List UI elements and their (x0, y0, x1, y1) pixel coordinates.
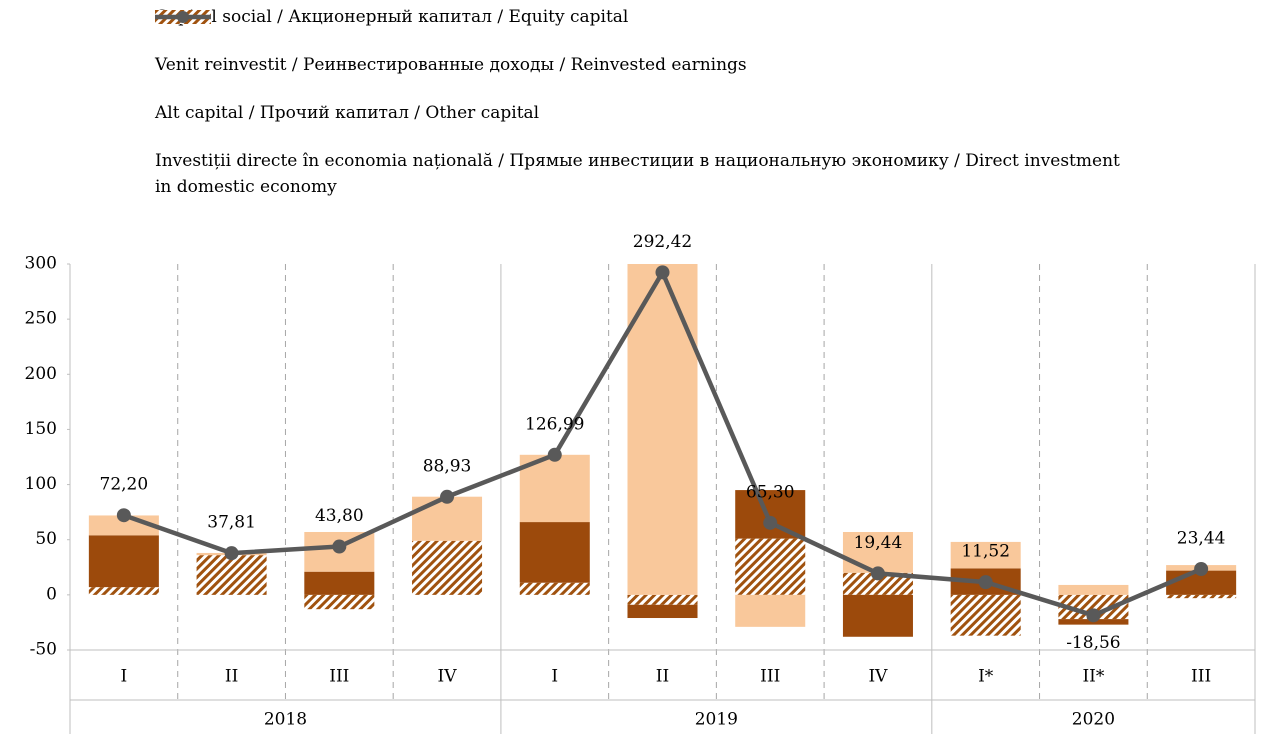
bar-segment (519, 582, 590, 595)
bar-segment (735, 538, 806, 595)
x-tick-label: I (551, 667, 558, 687)
x-tick-label: III (1191, 667, 1211, 687)
x-tick-label: III (760, 667, 780, 687)
bar-segment (735, 594, 806, 627)
group-label: 2018 (264, 710, 307, 730)
x-tick-label: II (225, 667, 238, 687)
bar-segment (950, 594, 1021, 636)
bar-segment (627, 604, 698, 619)
line-point (224, 546, 239, 561)
legend-label: Investiții directe în economia națională… (155, 151, 1120, 197)
bar-segment (304, 571, 375, 595)
data-label: 88,93 (423, 456, 472, 476)
line-point (763, 515, 778, 530)
data-label: 23,44 (1177, 529, 1226, 549)
line-point (332, 539, 347, 554)
legend-swatch (155, 11, 211, 23)
y-tick-label: 100 (25, 474, 57, 494)
legend-label: Alt capital / Прочий капитал / Other cap… (155, 103, 540, 123)
bar-segment (88, 587, 159, 595)
legend: Capital social / Акционерный капитал / E… (155, 4, 1215, 222)
y-tick-label: 50 (35, 529, 57, 549)
y-tick-label: 250 (25, 309, 57, 329)
data-label: -18,56 (1066, 633, 1120, 653)
bar-segment (1166, 594, 1237, 599)
data-label: 11,52 (961, 542, 1010, 562)
group-label: 2019 (695, 710, 738, 730)
line-point (978, 575, 993, 590)
x-tick-label: IV (438, 667, 458, 687)
legend-item: Capital social / Акционерный капитал / E… (155, 4, 1215, 30)
y-tick-label: 200 (25, 364, 57, 384)
bar-segment (842, 572, 913, 595)
legend-item: Alt capital / Прочий капитал / Other cap… (155, 10, 1215, 126)
y-tick-label: 300 (25, 254, 57, 274)
bar-segment (627, 594, 698, 605)
line-point (116, 508, 131, 523)
data-label: 37,81 (207, 513, 256, 533)
bar-segment (412, 496, 483, 541)
bar-segment (842, 531, 913, 573)
bar-segment (735, 490, 806, 539)
data-label: 65,30 (746, 482, 795, 502)
bar-segment (842, 594, 913, 637)
legend-label: Capital social / Акционерный капитал / E… (155, 7, 629, 27)
data-label: 43,80 (315, 506, 364, 526)
x-tick-label: I (121, 667, 128, 687)
x-tick-label: IV (868, 667, 888, 687)
legend-item: Venit reinvestit / Реинвестированные дох… (155, 10, 1215, 78)
x-tick-label: III (329, 667, 349, 687)
bar-segment (1058, 584, 1129, 595)
line-point (870, 566, 885, 581)
bar-segment (88, 535, 159, 588)
group-label: 2020 (1072, 710, 1115, 730)
line-point (1194, 562, 1209, 577)
data-label: 126,99 (525, 414, 584, 434)
bar-segment (519, 522, 590, 583)
line-point (655, 265, 670, 280)
data-label: 19,44 (854, 533, 903, 553)
x-tick-label: I* (978, 667, 994, 687)
y-tick-label: -50 (30, 640, 57, 660)
line-point (547, 447, 562, 462)
bar-segment (412, 540, 483, 595)
data-label: 292,42 (633, 232, 692, 252)
bar-segment (196, 555, 267, 595)
y-tick-label: 0 (46, 584, 57, 604)
x-tick-label: II (656, 667, 669, 687)
y-tick-label: 150 (25, 419, 57, 439)
bar-segment (304, 594, 375, 610)
data-label: 72,20 (100, 475, 149, 495)
legend-item: Investiții directe în economia națională… (155, 11, 1215, 200)
x-tick-label: II* (1082, 667, 1104, 687)
line-point (1086, 608, 1101, 623)
legend-label: Venit reinvestit / Реинвестированные дох… (155, 55, 747, 75)
line-point (440, 489, 455, 504)
bar-segment (950, 541, 1021, 569)
bar-segment (627, 264, 698, 595)
